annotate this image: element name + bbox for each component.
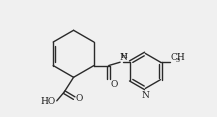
Text: 3: 3 (175, 58, 179, 63)
Text: CH: CH (170, 53, 185, 62)
Text: N: N (141, 91, 149, 100)
Text: N: N (120, 53, 128, 62)
Text: H: H (120, 52, 127, 60)
Text: HO: HO (41, 97, 56, 106)
Text: O: O (75, 94, 82, 103)
Text: O: O (110, 80, 117, 89)
